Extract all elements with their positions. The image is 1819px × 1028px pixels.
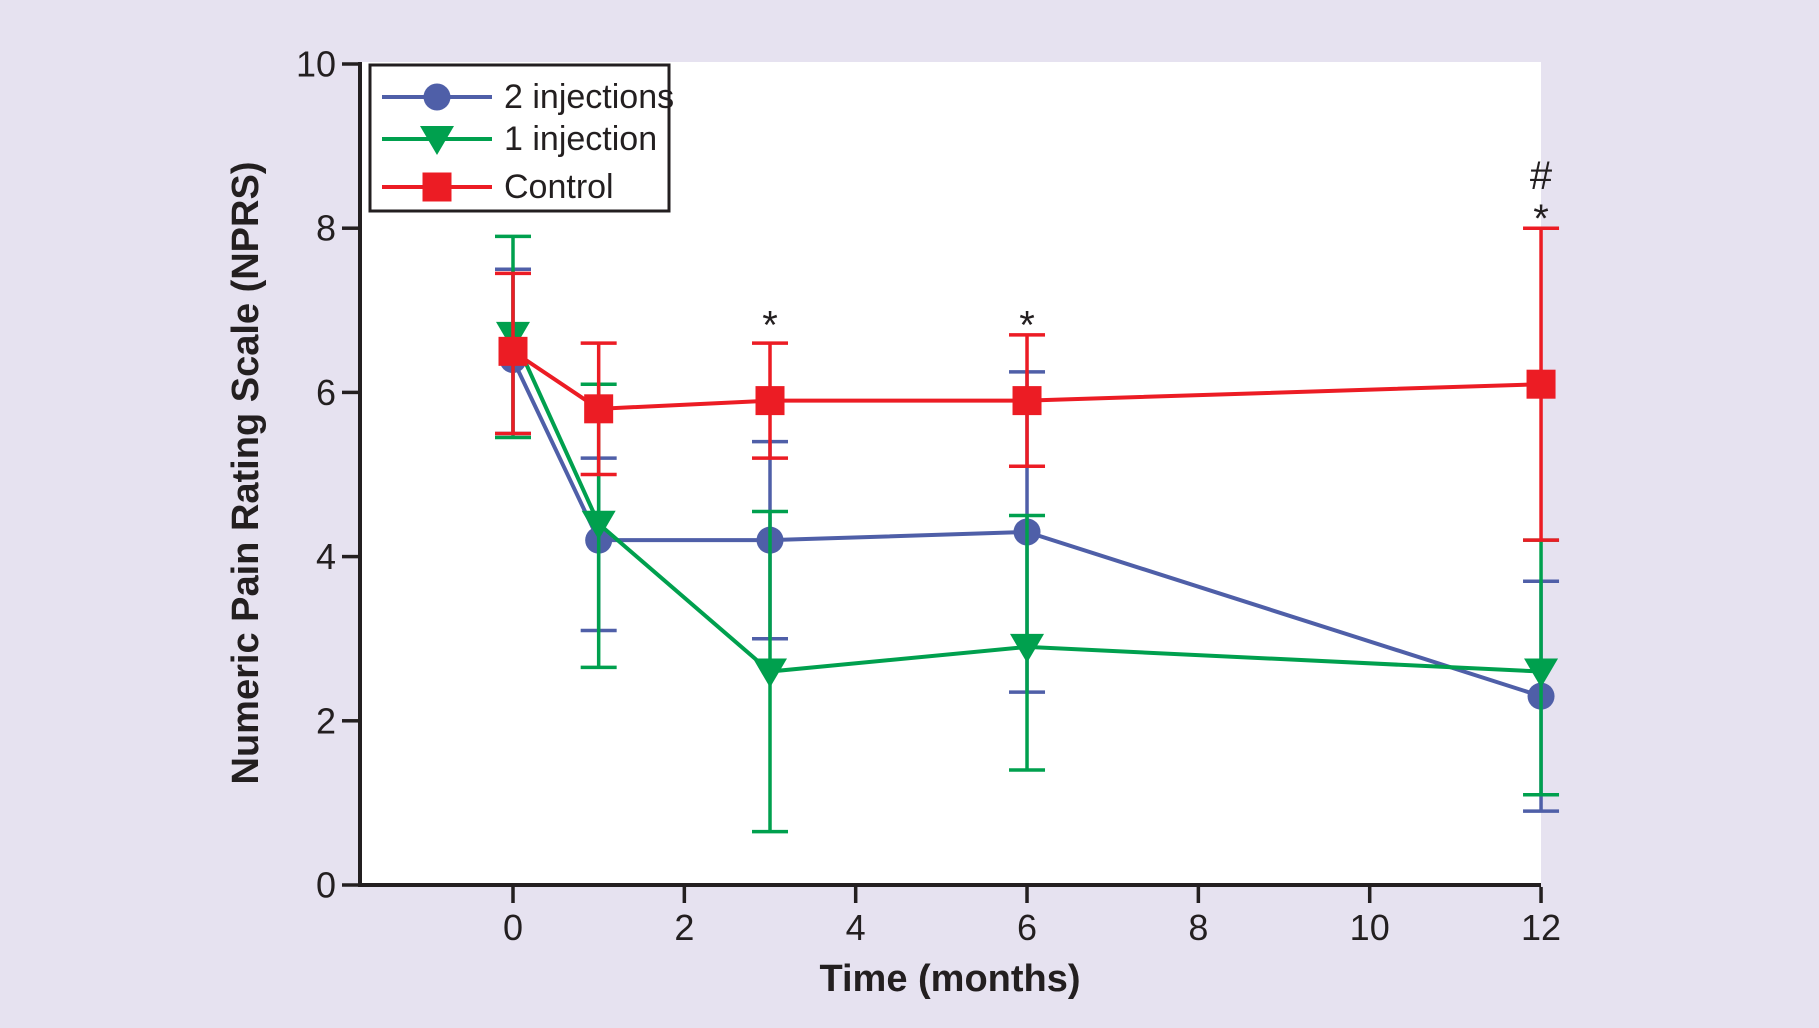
y-axis-title: Numeric Pain Rating Scale (NPRS) <box>225 162 267 785</box>
x-tick-label: 6 <box>1017 907 1037 948</box>
series-layer <box>495 226 1560 834</box>
x-tick-label: 8 <box>1188 907 1208 948</box>
y-tick-label: 8 <box>316 208 336 249</box>
y-tick-label: 10 <box>296 44 336 85</box>
legend-square-marker <box>422 172 452 202</box>
legend-label: 2 injections <box>504 78 674 116</box>
y-tick-label: 2 <box>316 700 336 741</box>
y-tick-label: 6 <box>316 372 336 413</box>
y-tick-label: 4 <box>316 536 336 577</box>
axes-layer: 0 2 4 6 8 10 0 2 4 6 8 10 12 <box>296 44 1561 949</box>
triangle-down-marker <box>581 510 616 540</box>
square-marker <box>1012 386 1042 416</box>
square-marker <box>498 336 528 366</box>
legend-circle-marker <box>423 83 451 111</box>
x-tick-label: 12 <box>1521 907 1561 948</box>
legend-triangle-down-marker <box>420 126 454 155</box>
legend-item-1-injection: 1 injection <box>382 120 657 158</box>
legend-label: Control <box>504 168 614 206</box>
y-tick-label: 0 <box>316 865 336 906</box>
triangle-down-marker <box>1524 658 1559 688</box>
triangle-down-marker <box>1010 633 1045 663</box>
x-tick-label: 0 <box>503 907 523 948</box>
legend-item-2-injections: 2 injections <box>382 78 674 116</box>
significance-hash: # <box>1530 154 1553 198</box>
significance-asterisk: * <box>762 304 778 348</box>
legend: 2 injections 1 injection Control <box>368 63 674 213</box>
square-marker <box>1526 369 1556 399</box>
series-control <box>495 226 1560 542</box>
x-tick-label: 10 <box>1350 907 1390 948</box>
series-1-injection <box>495 234 1560 834</box>
triangle-down-marker <box>753 658 788 688</box>
x-axis-title: Time (months) <box>819 958 1080 1000</box>
square-marker <box>584 394 614 424</box>
significance-asterisk: * <box>1019 304 1035 348</box>
legend-item-control: Control <box>382 168 614 206</box>
square-marker <box>755 386 785 416</box>
annotations-layer: * **# <box>762 154 1553 348</box>
legend-label: 1 injection <box>504 120 657 158</box>
x-tick-label: 2 <box>674 907 694 948</box>
significance-asterisk: * <box>1533 197 1549 241</box>
x-tick-label: 4 <box>846 907 866 948</box>
